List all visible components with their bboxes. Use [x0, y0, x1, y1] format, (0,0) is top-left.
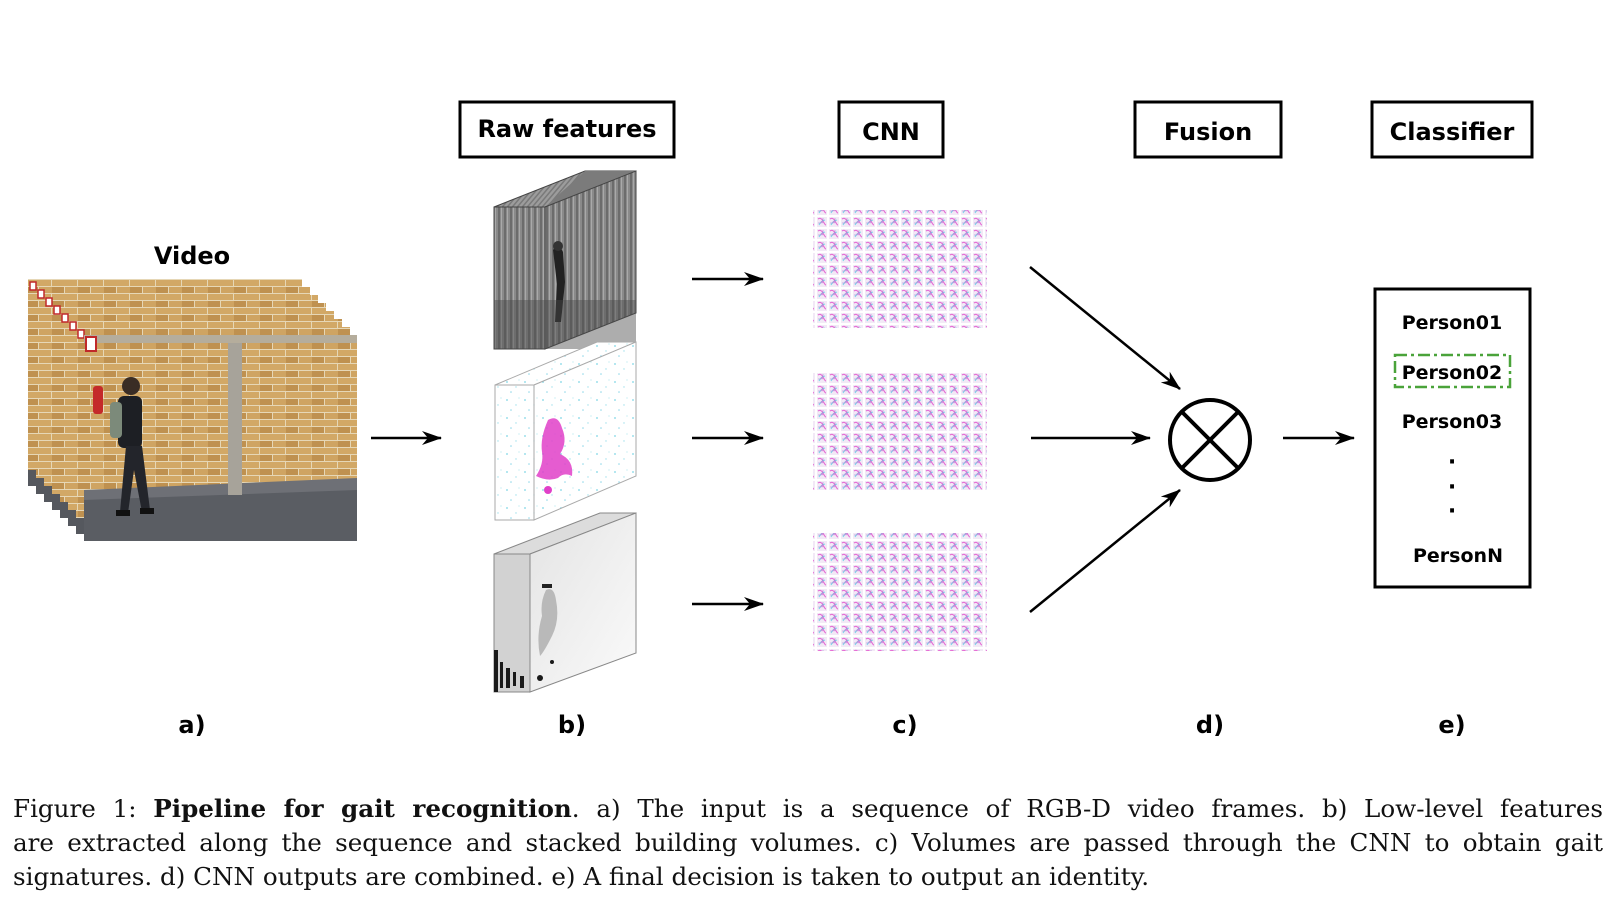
classifier-title: Classifier	[1390, 118, 1515, 146]
gray-volume	[493, 170, 637, 350]
selected-identity-highlight	[1393, 353, 1512, 389]
caption-prefix: Figure 1:	[13, 794, 154, 823]
caption-line-1: Figure 1: Pipeline for gait recognition.…	[13, 792, 1603, 826]
cnn-filters-flow	[813, 372, 987, 490]
ellipsis-dot: ·	[1448, 450, 1456, 475]
video-frame-front	[84, 335, 357, 541]
classifier-header: Classifier	[1370, 100, 1534, 159]
classifier-box: Person01 Person02 Person03 · · · PersonN	[1373, 287, 1532, 589]
walking-person	[110, 377, 154, 516]
identity-person02: Person02	[1402, 362, 1503, 384]
identity-person03: Person03	[1402, 411, 1503, 433]
video-frame-stack	[28, 279, 357, 541]
arrow-cnn-top-to-fusion	[1029, 266, 1181, 390]
optical-flow-volume	[494, 341, 637, 521]
video-title: Video	[154, 242, 230, 270]
cnn-title: CNN	[862, 118, 920, 146]
panel-label-b: b)	[558, 711, 586, 739]
ellipsis-dot: ·	[1448, 475, 1456, 500]
caption-line-3: signatures. d) CNN outputs are combined.…	[13, 862, 1150, 891]
panel-label-d: d)	[1196, 711, 1224, 739]
fusion-title: Fusion	[1164, 118, 1252, 146]
arrow-cnn-bottom-to-fusion	[1029, 489, 1181, 613]
fusion-operator-icon	[1168, 398, 1252, 482]
cnn-filters-depth	[813, 533, 987, 651]
raw-features-header: Raw features	[458, 100, 676, 159]
panel-label-c: c)	[892, 711, 917, 739]
ellipsis-dot: ·	[1448, 499, 1456, 524]
raw-features-title: Raw features	[477, 115, 656, 143]
pipeline-figure: Raw features CNN Fusion Classifier Video	[28, 100, 1534, 739]
depth-volume	[493, 512, 637, 693]
panel-label-e: e)	[1438, 711, 1465, 739]
figure-caption: Figure 1: Pipeline for gait recognition.…	[13, 792, 1603, 894]
cnn-filters-gray	[813, 210, 987, 328]
cnn-header: CNN	[837, 100, 945, 159]
caption-line-2: are extracted along the sequence and sta…	[13, 828, 1603, 857]
panel-label-a: a)	[178, 711, 205, 739]
identity-personN: PersonN	[1413, 545, 1503, 567]
caption-title: Pipeline for gait recognition	[153, 794, 572, 823]
identity-person01: Person01	[1402, 312, 1503, 334]
fusion-header: Fusion	[1133, 100, 1283, 159]
caption-line-1-text: . a) The input is a sequence of RGB-D vi…	[571, 794, 1603, 823]
